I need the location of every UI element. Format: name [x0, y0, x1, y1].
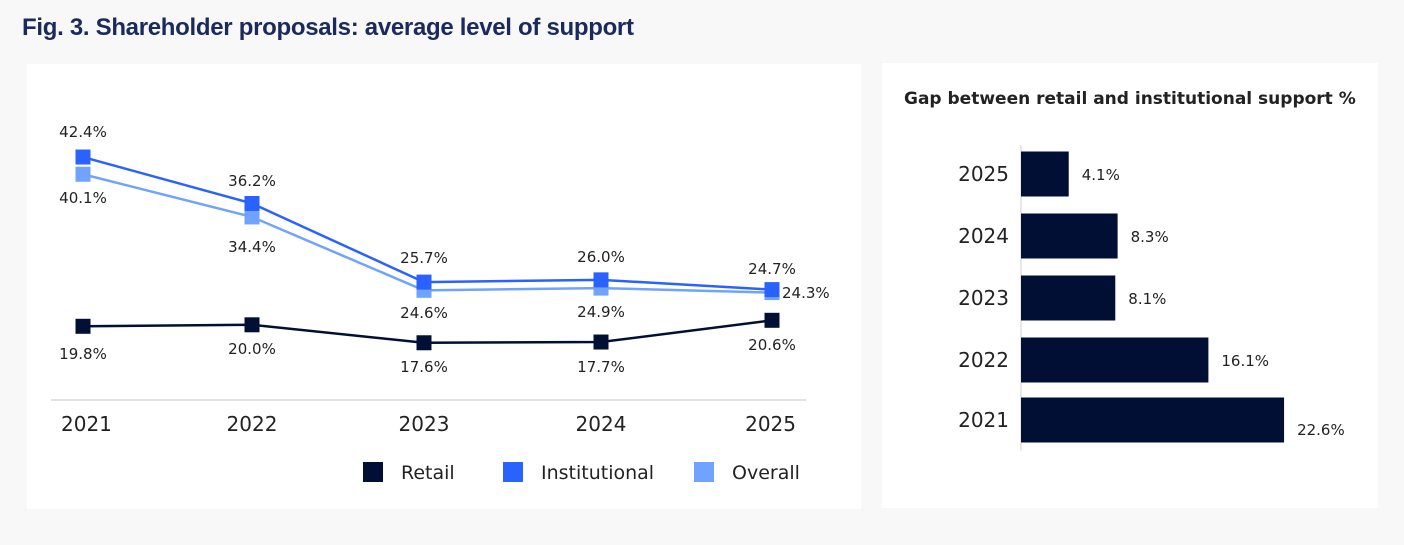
retail-marker [764, 312, 780, 328]
x-tick-label: 2022 [227, 412, 278, 436]
institutional-marker [764, 282, 780, 298]
overall-legend-label: Overall [732, 462, 800, 484]
bar-value-label: 22.6% [1297, 421, 1345, 439]
institutional-data-label: 24.7% [748, 260, 796, 278]
bar-chart-title: Gap between retail and institutional sup… [904, 89, 1356, 109]
institutional-line [82, 155, 773, 291]
institutional-data-label: 42.4% [59, 123, 107, 141]
retail-marker [75, 318, 91, 334]
institutional-data-label: 25.7% [400, 249, 448, 267]
overall-legend-swatch [694, 462, 714, 482]
overall-marker [244, 209, 260, 225]
retail-legend-swatch [363, 462, 383, 482]
retail-marker [593, 334, 609, 350]
figure-title: Fig. 3. Shareholder proposals: average l… [22, 14, 634, 41]
x-tick-label: 2023 [399, 412, 450, 436]
retail-data-label: 19.8% [59, 345, 107, 363]
bar-category-label: 2023 [958, 286, 1009, 310]
x-tick-label: 2024 [576, 412, 627, 436]
retail-data-label: 17.6% [400, 358, 448, 376]
bar-category-label: 2024 [958, 224, 1009, 248]
x-tick-label: 2025 [745, 412, 796, 436]
institutional-legend-swatch [503, 462, 523, 482]
gap-bar [1021, 213, 1118, 259]
line-chart-panel: 2021 2022 2023 2024 2025 42.4% 36.2% 25.7% 26.0%… [27, 64, 861, 509]
retail-legend-label: Retail [401, 462, 455, 484]
line-chart: 2021 2022 2023 2024 2025 42.4% 36.2% 25.7% 26.0%… [51, 123, 830, 484]
institutional-marker [593, 272, 609, 288]
gap-bar [1021, 151, 1069, 197]
bar-chart-panel: Gap between retail and institutional sup… [882, 63, 1378, 508]
retail-data-label: 20.0% [228, 340, 276, 358]
institutional-legend-label: Institutional [541, 462, 654, 484]
bar-value-label: 8.1% [1128, 290, 1166, 308]
bar-chart: Gap between retail and institutional sup… [904, 89, 1356, 451]
institutional-data-label: 26.0% [577, 248, 625, 266]
gap-bar [1021, 337, 1209, 383]
gap-bar [1021, 275, 1116, 321]
x-tick-label: 2021 [61, 412, 112, 436]
bar-value-label: 8.3% [1131, 228, 1169, 246]
bar-value-label: 4.1% [1082, 166, 1120, 184]
overall-marker [75, 166, 91, 182]
overall-data-label: 40.1% [59, 189, 107, 207]
institutional-marker [75, 149, 91, 165]
bar-value-label: 16.1% [1221, 352, 1269, 370]
retail-data-label: 20.6% [748, 336, 796, 354]
bar-category-label: 2021 [958, 408, 1009, 432]
overall-data-label: 24.6% [400, 304, 448, 322]
institutional-marker [244, 195, 260, 211]
overall-data-label: 24.9% [577, 303, 625, 321]
retail-marker [416, 335, 432, 351]
retail-data-label: 17.7% [577, 358, 625, 376]
bar-category-label: 2022 [958, 348, 1009, 372]
retail-marker [244, 317, 260, 333]
overall-data-label: 24.3% [782, 284, 830, 302]
institutional-marker [416, 274, 432, 290]
institutional-data-label: 36.2% [228, 172, 276, 190]
overall-data-label: 34.4% [228, 238, 276, 256]
bar-category-label: 2025 [958, 162, 1009, 186]
gap-bar [1021, 397, 1285, 443]
